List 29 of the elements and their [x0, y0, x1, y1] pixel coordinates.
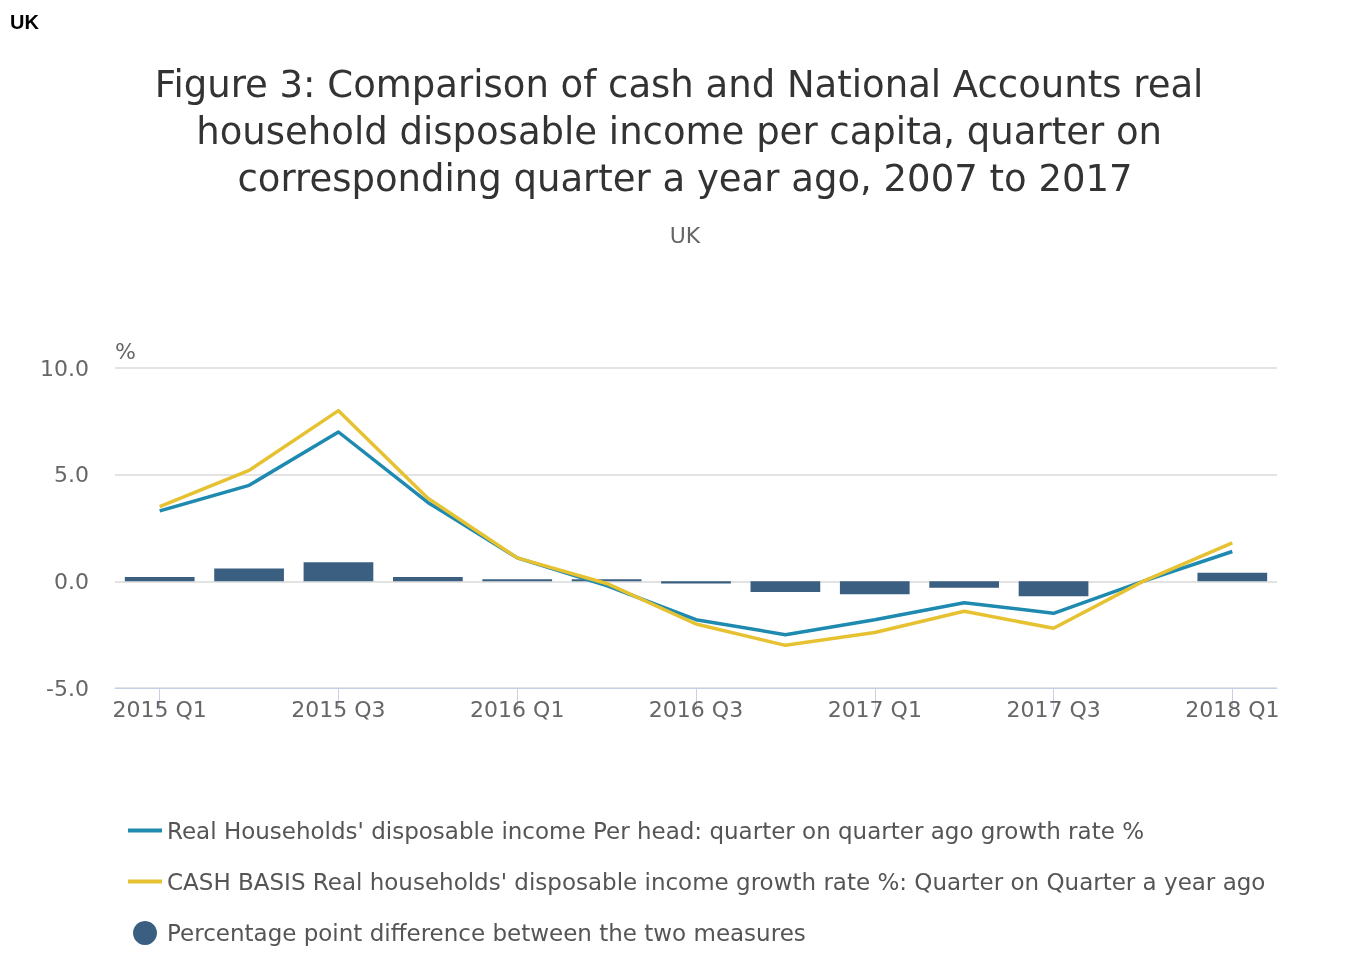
x-tick-label: 2017 Q1 [827, 696, 922, 722]
y-tick-label: -5.0 [46, 675, 89, 701]
text: UK [10, 11, 40, 33]
legend-label: Percentage point difference between the two measures [167, 920, 806, 946]
y-axis-title: % [115, 338, 136, 364]
x-tick-label: 2016 Q3 [648, 696, 744, 722]
chart-subtitle: UK [669, 222, 701, 248]
x-tick-label: 2016 Q1 [470, 696, 565, 722]
bar [1197, 572, 1268, 582]
bar [750, 581, 821, 592]
y-tick-label: 0.0 [54, 568, 89, 594]
bar [124, 577, 195, 582]
bar [929, 581, 1000, 588]
chart-title: Figure 3: Comparison of cash and National Accounts real household disposable income per capita, quarter on corresponding quarter a year ago, 2007 to 2017 [154, 63, 1216, 200]
x-tick-label: 2015 Q3 [291, 696, 386, 722]
bar [392, 577, 463, 582]
bar [303, 562, 374, 582]
y-tick-label: 5.0 [54, 462, 89, 488]
bar [1018, 581, 1089, 597]
bar [214, 568, 284, 582]
legend-label: Real Households' disposable income Per head: quarter on quarter ago growth rate % [167, 817, 1144, 844]
x-tick-label: 2015 Q1 [112, 696, 207, 722]
bar [661, 581, 731, 584]
bar [839, 581, 910, 595]
x-tick-label: 2018 Q1 [1185, 696, 1280, 722]
bar [482, 579, 553, 582]
legend-label: CASH BASIS Real households' disposable income growth rate %: Quarter on Quarter a year ago [167, 868, 1266, 895]
y-tick-label: 10.0 [40, 355, 89, 381]
x-tick-label: 2017 Q3 [1006, 696, 1101, 722]
